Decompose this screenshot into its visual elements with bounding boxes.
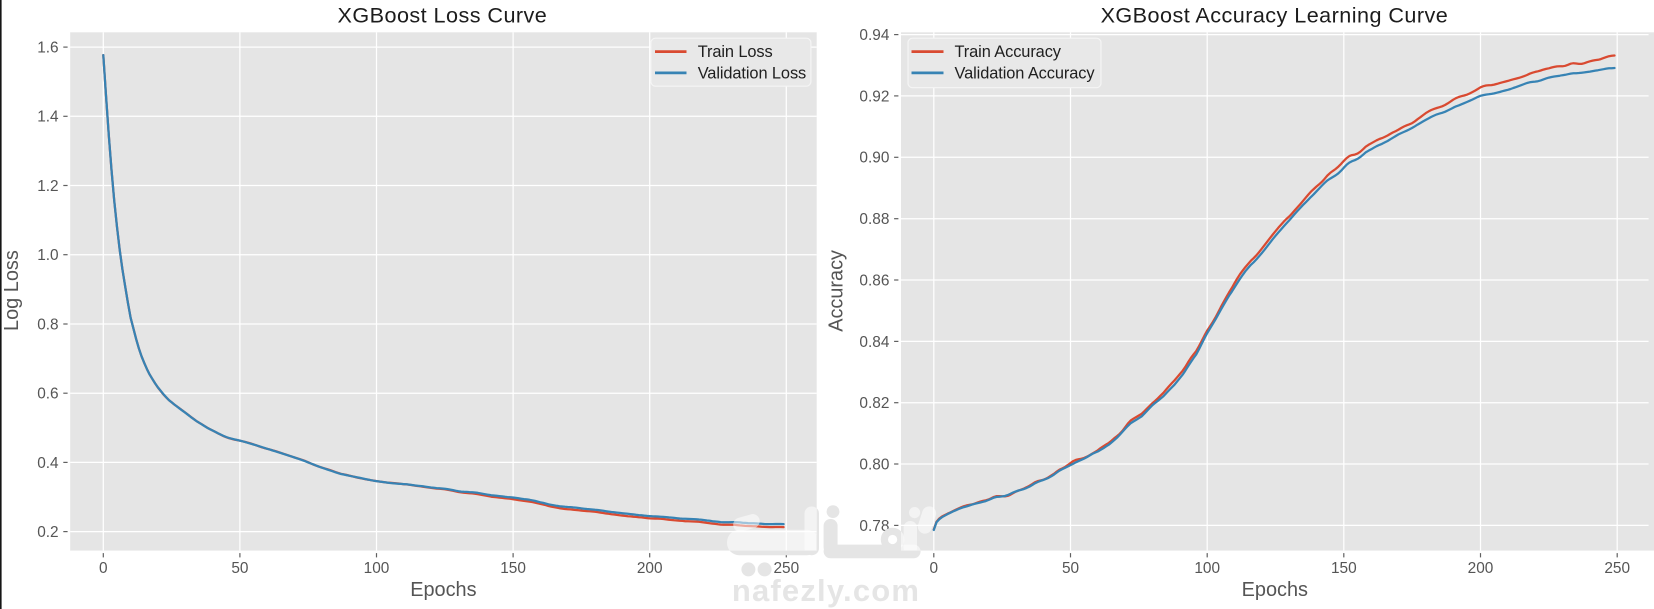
svg-text:50: 50: [1062, 560, 1079, 577]
svg-text:0.90: 0.90: [859, 150, 889, 167]
svg-text:nafezly.com: nafezly.com: [732, 573, 920, 608]
svg-text:1.2: 1.2: [37, 178, 58, 195]
svg-text:Validation Loss: Validation Loss: [698, 65, 806, 83]
svg-text:Accuracy: Accuracy: [825, 250, 847, 332]
svg-text:0.84: 0.84: [859, 334, 889, 351]
svg-text:0: 0: [930, 560, 939, 577]
svg-text:0.2: 0.2: [37, 524, 58, 541]
svg-text:100: 100: [1194, 560, 1220, 577]
svg-text:0.86: 0.86: [859, 272, 889, 289]
svg-text:Epochs: Epochs: [1242, 579, 1308, 601]
svg-text:250: 250: [1604, 560, 1630, 577]
svg-text:250: 250: [773, 560, 799, 577]
svg-text:0.4: 0.4: [37, 455, 59, 472]
svg-text:150: 150: [500, 560, 526, 577]
svg-text:200: 200: [637, 560, 663, 577]
svg-text:0.88: 0.88: [859, 211, 889, 228]
svg-text:1.6: 1.6: [37, 40, 58, 57]
svg-text:XGBoost Accuracy Learning Curv: XGBoost Accuracy Learning Curve: [1101, 3, 1449, 28]
svg-text:Epochs: Epochs: [410, 579, 476, 601]
svg-text:Train Accuracy: Train Accuracy: [955, 43, 1062, 61]
svg-text:0.82: 0.82: [859, 395, 889, 412]
svg-text:100: 100: [364, 560, 390, 577]
svg-text:Log Loss: Log Loss: [1, 250, 23, 331]
svg-text:Validation Accuracy: Validation Accuracy: [955, 65, 1096, 83]
svg-text:50: 50: [231, 560, 248, 577]
svg-text:0.92: 0.92: [859, 88, 889, 105]
svg-text:0.94: 0.94: [859, 27, 889, 44]
svg-text:0: 0: [99, 560, 108, 577]
svg-text:XGBoost Loss Curve: XGBoost Loss Curve: [338, 3, 548, 28]
svg-text:200: 200: [1468, 560, 1494, 577]
svg-text:0.8: 0.8: [37, 316, 58, 333]
svg-text:0.78: 0.78: [859, 518, 889, 535]
svg-text:1.0: 1.0: [37, 247, 58, 264]
svg-text:0.6: 0.6: [37, 386, 58, 403]
svg-text:Train Loss: Train Loss: [698, 43, 773, 61]
svg-text:150: 150: [1331, 560, 1357, 577]
svg-text:0.80: 0.80: [859, 456, 889, 473]
svg-text:1.4: 1.4: [37, 109, 59, 126]
